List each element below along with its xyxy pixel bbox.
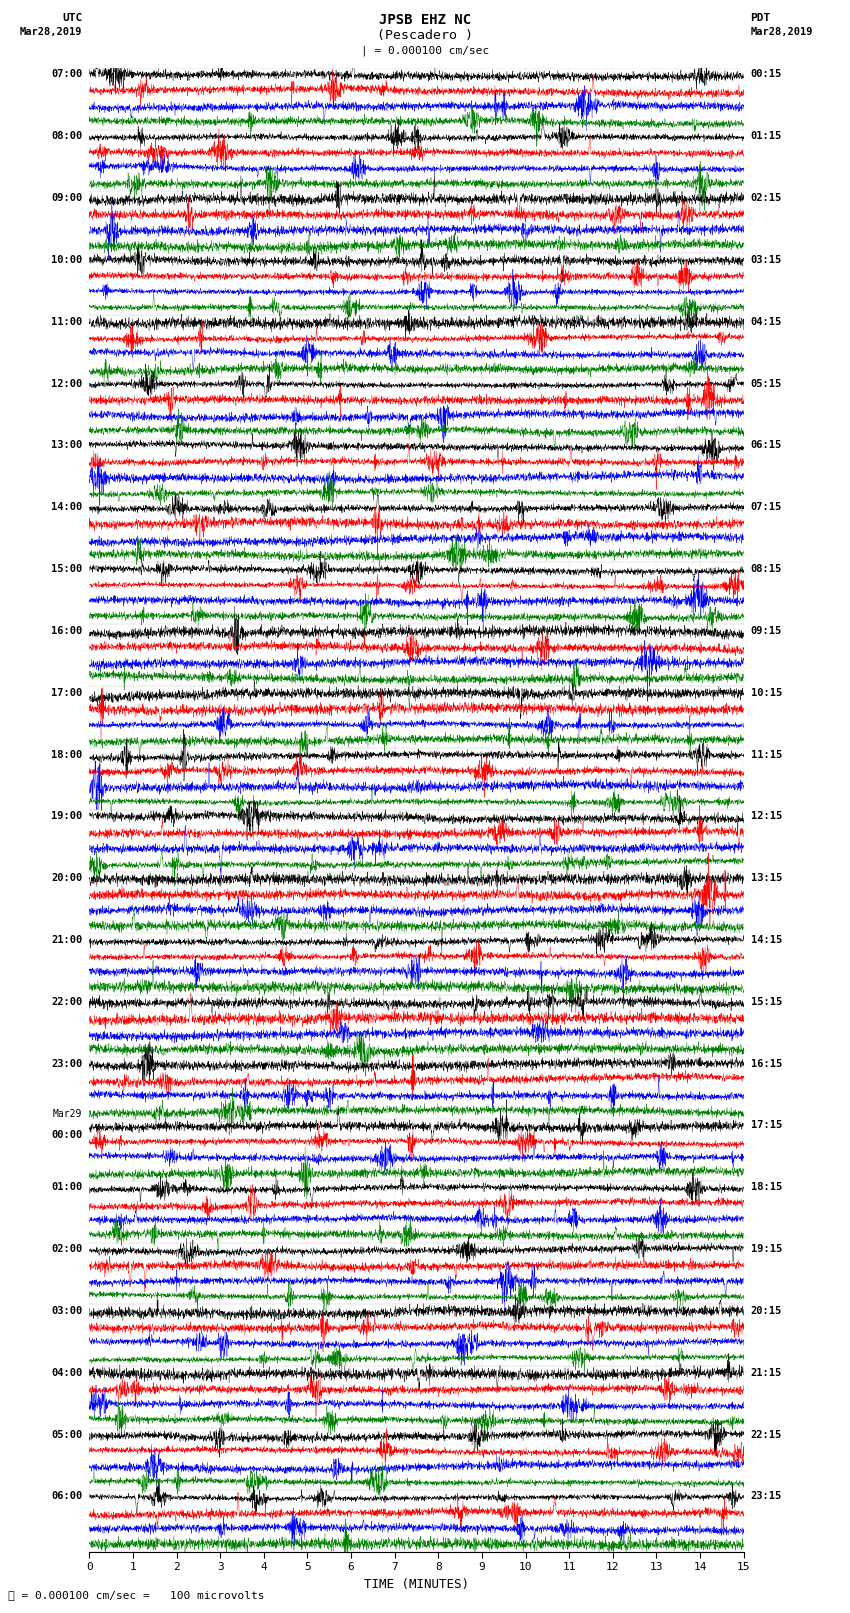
- Text: 23:15: 23:15: [751, 1492, 782, 1502]
- Text: 22:00: 22:00: [51, 997, 82, 1007]
- Text: 06:00: 06:00: [51, 1492, 82, 1502]
- Text: 17:15: 17:15: [751, 1121, 782, 1131]
- Text: 08:00: 08:00: [51, 131, 82, 142]
- Text: 21:15: 21:15: [751, 1368, 782, 1378]
- Text: (Pescadero ): (Pescadero ): [377, 29, 473, 42]
- Text: | = 0.000100 cm/sec: | = 0.000100 cm/sec: [361, 45, 489, 56]
- Text: 00:15: 00:15: [751, 69, 782, 79]
- Text: Mar28,2019: Mar28,2019: [751, 27, 813, 37]
- X-axis label: TIME (MINUTES): TIME (MINUTES): [364, 1578, 469, 1590]
- Text: 02:15: 02:15: [751, 194, 782, 203]
- Text: 13:00: 13:00: [51, 440, 82, 450]
- Text: 15:15: 15:15: [751, 997, 782, 1007]
- Text: 04:15: 04:15: [751, 316, 782, 327]
- Text: 11:00: 11:00: [51, 316, 82, 327]
- Text: 04:00: 04:00: [51, 1368, 82, 1378]
- Text: 20:00: 20:00: [51, 873, 82, 884]
- Text: 16:00: 16:00: [51, 626, 82, 636]
- Text: 18:15: 18:15: [751, 1182, 782, 1192]
- Text: 09:15: 09:15: [751, 626, 782, 636]
- Text: 18:00: 18:00: [51, 750, 82, 760]
- Text: 17:00: 17:00: [51, 687, 82, 698]
- Text: 00:00: 00:00: [51, 1131, 82, 1140]
- Text: 13:15: 13:15: [751, 873, 782, 884]
- Text: 11:15: 11:15: [751, 750, 782, 760]
- Text: 07:15: 07:15: [751, 502, 782, 513]
- Text: PDT: PDT: [751, 13, 771, 23]
- Text: 05:15: 05:15: [751, 379, 782, 389]
- Text: 03:00: 03:00: [51, 1307, 82, 1316]
- Text: ⎸ = 0.000100 cm/sec =   100 microvolts: ⎸ = 0.000100 cm/sec = 100 microvolts: [8, 1590, 265, 1600]
- Text: 15:00: 15:00: [51, 565, 82, 574]
- Text: 19:00: 19:00: [51, 811, 82, 821]
- Text: 03:15: 03:15: [751, 255, 782, 265]
- Text: 07:00: 07:00: [51, 69, 82, 79]
- Text: 12:00: 12:00: [51, 379, 82, 389]
- Text: 01:15: 01:15: [751, 131, 782, 142]
- Text: 14:00: 14:00: [51, 502, 82, 513]
- Text: 19:15: 19:15: [751, 1244, 782, 1255]
- Text: JPSB EHZ NC: JPSB EHZ NC: [379, 13, 471, 27]
- Text: 01:00: 01:00: [51, 1182, 82, 1192]
- Text: 21:00: 21:00: [51, 936, 82, 945]
- Text: 02:00: 02:00: [51, 1244, 82, 1255]
- Text: UTC: UTC: [62, 13, 82, 23]
- Text: 10:15: 10:15: [751, 687, 782, 698]
- Text: 06:15: 06:15: [751, 440, 782, 450]
- Text: Mar28,2019: Mar28,2019: [20, 27, 82, 37]
- Text: 12:15: 12:15: [751, 811, 782, 821]
- Text: 16:15: 16:15: [751, 1058, 782, 1069]
- Text: Mar29: Mar29: [53, 1108, 82, 1119]
- Text: 09:00: 09:00: [51, 194, 82, 203]
- Text: 23:00: 23:00: [51, 1058, 82, 1069]
- Text: 08:15: 08:15: [751, 565, 782, 574]
- Text: 20:15: 20:15: [751, 1307, 782, 1316]
- Text: 10:00: 10:00: [51, 255, 82, 265]
- Text: 14:15: 14:15: [751, 936, 782, 945]
- Text: 05:00: 05:00: [51, 1429, 82, 1440]
- Text: 22:15: 22:15: [751, 1429, 782, 1440]
